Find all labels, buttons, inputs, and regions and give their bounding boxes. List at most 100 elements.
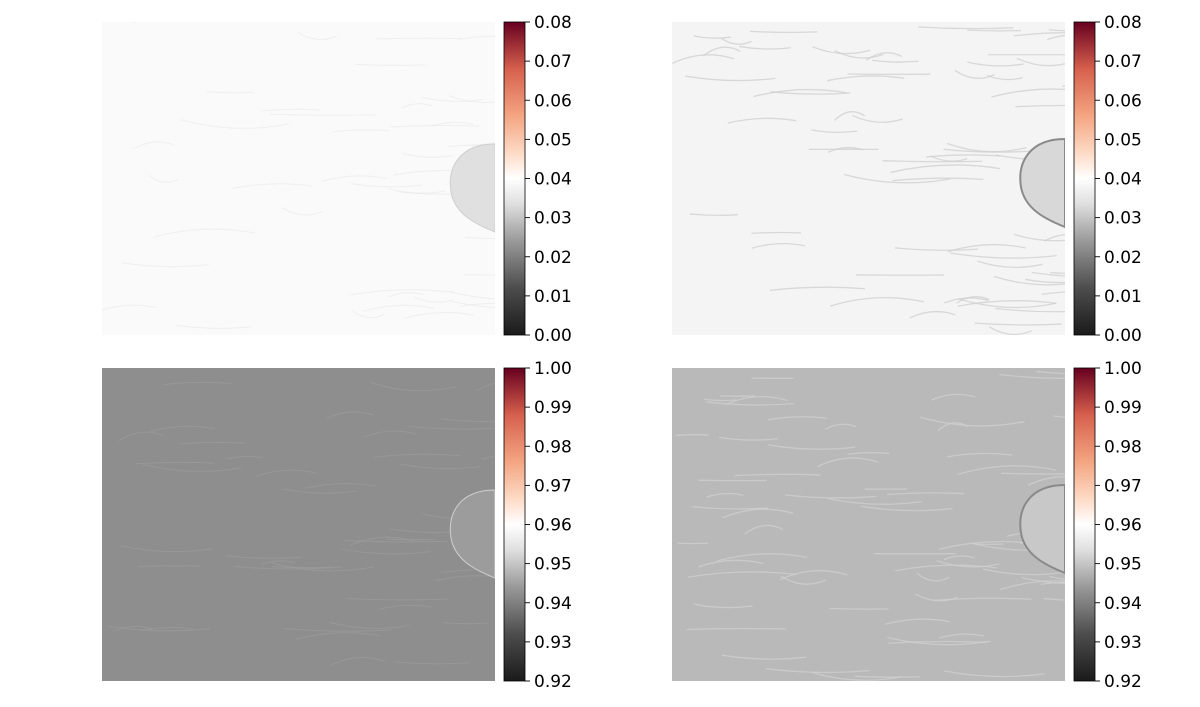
texture-stroke bbox=[957, 465, 1057, 476]
colorbar-tick-label: 0.96 bbox=[534, 516, 572, 536]
texture-stroke bbox=[767, 444, 856, 450]
texture-stroke bbox=[890, 164, 1001, 174]
texture-stroke bbox=[131, 22, 138, 23]
texture-stroke bbox=[351, 183, 422, 188]
texture-stroke bbox=[751, 231, 801, 234]
texture-stroke bbox=[352, 310, 385, 319]
texture-stroke bbox=[865, 52, 902, 61]
texture-stroke bbox=[970, 542, 1004, 546]
texture-stroke bbox=[347, 597, 449, 601]
colorbar-tick-label: 0.05 bbox=[534, 130, 572, 150]
colorbar: 0.00 0.01 0.02 0.03 0.04 0.05 0.06 0.07 0.08 bbox=[1073, 13, 1142, 346]
colorbar-tick-label: 0.08 bbox=[534, 13, 572, 33]
texture-stroke bbox=[993, 275, 1065, 286]
texture-stroke bbox=[930, 155, 968, 162]
texture-stroke bbox=[698, 559, 764, 568]
colorbar-gradient bbox=[504, 368, 525, 681]
texture-stroke bbox=[260, 560, 296, 566]
texture-stroke bbox=[122, 262, 209, 268]
texture-stroke bbox=[894, 247, 979, 251]
texture-stroke bbox=[769, 286, 866, 292]
texture-stroke bbox=[1046, 34, 1065, 41]
colorbar-tick-label: 1.00 bbox=[534, 359, 572, 379]
texture-stroke bbox=[162, 381, 231, 386]
texture-stroke bbox=[355, 63, 426, 66]
texture-stroke bbox=[362, 304, 435, 312]
colorbar: 0.92 0.93 0.94 0.95 0.96 0.97 0.98 0.99 1.00 bbox=[1073, 359, 1142, 692]
colorbar-tick-label: 0.01 bbox=[1104, 287, 1142, 307]
colorbar-tick-label: 0.94 bbox=[534, 594, 572, 614]
colorbar-tick-label: 0.07 bbox=[534, 52, 572, 72]
texture-stroke bbox=[854, 675, 921, 678]
texture-stroke bbox=[720, 37, 752, 45]
texture-stroke bbox=[918, 26, 1014, 30]
texture-stroke bbox=[705, 401, 794, 406]
texture-stroke bbox=[943, 670, 1045, 678]
texture-stroke bbox=[871, 59, 919, 63]
colorbar-gradient bbox=[504, 22, 525, 335]
colorbar-tick-label: 0.94 bbox=[1104, 594, 1142, 614]
texture-stroke bbox=[686, 627, 787, 631]
texture-stroke bbox=[460, 302, 495, 307]
texture-stroke bbox=[369, 381, 457, 392]
colorbar: 0.00 0.01 0.02 0.03 0.04 0.05 0.06 0.07 0.08 bbox=[503, 13, 572, 346]
heatmap-panel-3: 0.92 0.93 0.94 0.95 0.96 0.97 0.98 0.99 1.00 bbox=[102, 359, 572, 692]
colorbar-tick-label: 0.05 bbox=[1104, 130, 1142, 150]
texture-stroke bbox=[232, 183, 312, 189]
texture-stroke bbox=[887, 636, 991, 646]
texture-stroke bbox=[118, 431, 165, 441]
colorbar-tick-label: 0.93 bbox=[534, 633, 572, 653]
texture-stroke bbox=[982, 568, 1065, 576]
texture-stroke bbox=[142, 463, 242, 472]
texture-stroke bbox=[206, 91, 254, 94]
colorbar-tick-label: 0.95 bbox=[1104, 555, 1142, 575]
texture-stroke bbox=[852, 114, 903, 123]
texture-stroke bbox=[378, 604, 433, 611]
texture-stroke bbox=[1025, 278, 1065, 284]
texture-stroke bbox=[892, 177, 984, 182]
colorbar-tick-label: 0.03 bbox=[534, 209, 572, 229]
texture-stroke bbox=[271, 562, 374, 572]
heatmap-panel-1: 0.00 0.01 0.02 0.03 0.04 0.05 0.06 0.07 0.08 bbox=[102, 13, 572, 346]
texture-stroke bbox=[693, 603, 753, 609]
heatmap-panel-4: 0.92 0.93 0.94 0.95 0.96 0.97 0.98 0.99 1.00 bbox=[672, 359, 1142, 692]
colorbar-tick-label: 0.04 bbox=[534, 170, 572, 190]
texture-stroke bbox=[751, 242, 806, 249]
texture-stroke bbox=[779, 570, 848, 581]
colorbar-gradient bbox=[1074, 368, 1095, 681]
heatmap-image bbox=[102, 368, 495, 681]
texture-stroke bbox=[464, 237, 495, 240]
texture-stroke bbox=[107, 625, 211, 632]
texture-stroke bbox=[135, 461, 215, 465]
texture-stroke bbox=[281, 207, 323, 216]
texture-stroke bbox=[827, 75, 905, 82]
texture-stroke bbox=[1048, 29, 1065, 32]
texture-stroke bbox=[482, 455, 495, 460]
texture-stroke bbox=[944, 297, 989, 304]
texture-stroke bbox=[693, 35, 732, 39]
texture-stroke bbox=[957, 300, 1057, 307]
texture-stroke bbox=[843, 173, 951, 184]
colorbar-tick-label: 0.08 bbox=[1104, 13, 1142, 33]
texture-stroke bbox=[734, 473, 821, 477]
texture-stroke bbox=[148, 174, 180, 183]
texture-stroke bbox=[724, 395, 788, 406]
texture-stroke bbox=[727, 117, 797, 124]
texture-stroke bbox=[909, 310, 956, 319]
texture-stroke bbox=[441, 418, 495, 423]
texture-stroke bbox=[343, 540, 449, 543]
texture-stroke bbox=[936, 560, 1000, 568]
heatmap-background bbox=[102, 368, 495, 681]
texture-stroke bbox=[950, 252, 1057, 259]
texture-stroke bbox=[400, 463, 481, 470]
texture-stroke bbox=[812, 671, 903, 681]
texture-stroke bbox=[956, 296, 990, 304]
texture-stroke bbox=[332, 129, 390, 133]
texture-stroke bbox=[1001, 472, 1065, 475]
colorbar-gradient bbox=[1074, 22, 1095, 335]
texture-stroke bbox=[829, 607, 889, 610]
finger-object bbox=[1019, 137, 1065, 229]
texture-stroke bbox=[261, 108, 321, 112]
texture-stroke bbox=[175, 324, 252, 329]
texture-stroke bbox=[112, 626, 153, 632]
